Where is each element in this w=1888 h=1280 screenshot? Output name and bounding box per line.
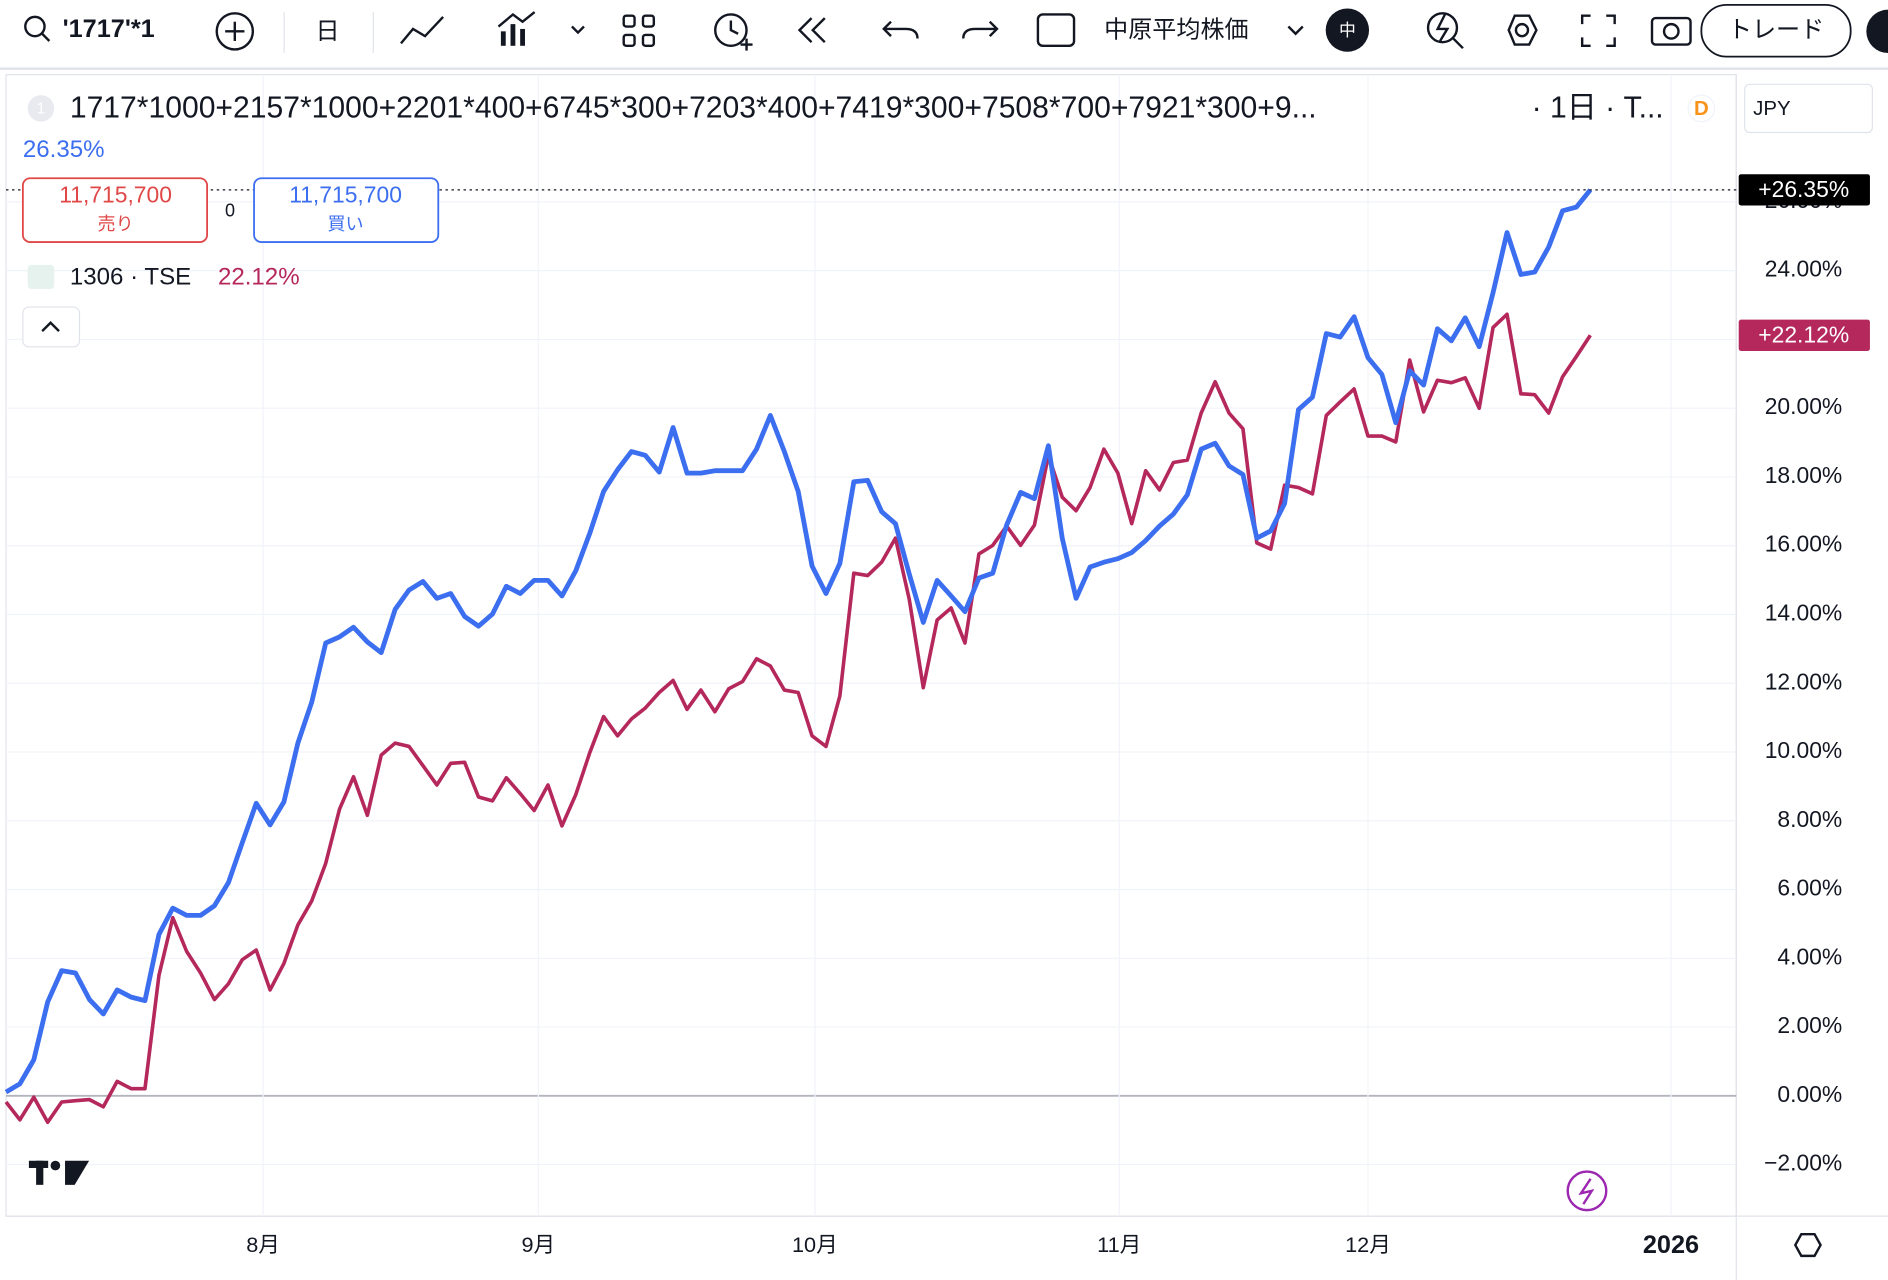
y-tick-label: 20.00% [1765, 393, 1843, 419]
avatar[interactable] [1866, 9, 1888, 54]
toolbar: '1717'*1 日 中原平均株価 中 トレード [0, 0, 1888, 70]
spread: 0 [225, 201, 235, 221]
y-tick-label: 24.00% [1765, 256, 1843, 282]
y-tick-label: 6.00% [1777, 875, 1842, 901]
axis-settings[interactable] [1793, 1233, 1822, 1258]
compare-checkbox[interactable] [1036, 13, 1076, 47]
series-line [4, 188, 1593, 1095]
source-icon-bg [1687, 94, 1716, 123]
main-series-name: 1717*1000+2157*1000+2201*400+6745*300+72… [70, 92, 1317, 125]
layouts-button[interactable] [622, 14, 656, 47]
snapshot-button[interactable] [1650, 16, 1692, 46]
series-line [4, 312, 1592, 1125]
axes: −2.00% 0.00% 2.00% 4.00% 6.00% 8.00% 10.00% 12.… [246, 174, 1870, 1259]
trade-label[interactable]: トレード [1728, 17, 1824, 44]
x-tick-label: 11月 [1097, 1232, 1141, 1257]
y-tick-label: 8.00% [1777, 806, 1842, 832]
x-tick-label: 12月 [1345, 1232, 1391, 1257]
price-badge [1738, 319, 1870, 351]
legend-index-bg [27, 95, 55, 122]
buy-label[interactable]: 買い [328, 214, 364, 234]
title-suffix: · 1日 · T... [1532, 92, 1664, 125]
tv-logo [28, 1160, 90, 1185]
y-tick-label: 2.00% [1777, 1012, 1842, 1038]
compare-series-name: 1306 · TSE [70, 264, 191, 291]
y-tick-label: 14.00% [1765, 600, 1843, 626]
main-series-value: 26.35% [23, 136, 105, 163]
alert-button[interactable] [714, 13, 753, 51]
currency[interactable]: JPY [1753, 97, 1791, 120]
fullscreen-button[interactable] [1580, 14, 1616, 47]
source-icon: D [1694, 97, 1709, 120]
y-tick-label: 12.00% [1765, 668, 1843, 694]
plot [4, 188, 1737, 1125]
y-tick-label: 4.00% [1777, 943, 1842, 969]
y-tick-label: 10.00% [1765, 737, 1843, 763]
lightning-button[interactable] [1566, 1170, 1608, 1212]
y-tick-label: −2.00% [1764, 1150, 1842, 1176]
symbol[interactable]: '1717'*1 [63, 15, 155, 43]
legend-index: 1 [37, 101, 46, 118]
indicators-button[interactable] [497, 11, 585, 46]
sell-label[interactable]: 売り [98, 214, 134, 234]
add-symbol[interactable] [215, 12, 255, 51]
buy-button[interactable] [253, 177, 440, 243]
chart-type-button[interactable] [400, 16, 444, 45]
x-tick-label: 8月 [246, 1232, 280, 1257]
quick-search[interactable] [1426, 12, 1464, 50]
interval-button[interactable]: 日 [315, 18, 339, 45]
y-tick-label: 18.00% [1765, 462, 1843, 488]
compare-label[interactable]: 中原平均株価 [1104, 17, 1248, 44]
pane [5, 74, 1737, 1217]
redo-button[interactable] [962, 20, 999, 39]
price-badge-label: +22.12% [1758, 322, 1849, 348]
sell-price[interactable]: 11,715,700 [59, 181, 172, 207]
settings-button[interactable] [1507, 14, 1538, 46]
compare-icon [27, 264, 55, 290]
search-button[interactable]: '1717'*1 [24, 15, 155, 43]
legend: 1 1717*1000+2157*1000+2201*400+6745*300+… [21, 92, 1716, 348]
y-tick-label: 16.00% [1765, 531, 1843, 557]
replay-button[interactable] [797, 17, 826, 44]
grid [6, 74, 1737, 1217]
x-tick-label: 10月 [792, 1232, 838, 1257]
compare-dropdown[interactable] [1287, 25, 1304, 36]
settings-dot [1514, 22, 1530, 38]
trade-button[interactable] [1700, 3, 1852, 58]
compare-series-value: 22.12% [218, 264, 300, 291]
undo-button[interactable] [882, 20, 919, 39]
badge[interactable]: 中 [1339, 21, 1356, 40]
x-tick-label: 2026 [1643, 1231, 1699, 1259]
badge-bg[interactable] [1325, 8, 1370, 52]
collapse-icon [41, 321, 60, 333]
sell-button[interactable] [21, 177, 209, 243]
y-tick-label: 0.00% [1777, 1081, 1842, 1107]
price-badge-label: +26.35% [1758, 176, 1849, 202]
x-tick-label: 9月 [521, 1232, 555, 1257]
collapse-legend[interactable] [22, 306, 81, 348]
buy-price[interactable]: 11,715,700 [289, 181, 402, 207]
currency-box[interactable] [1744, 83, 1873, 134]
toolbar-bg [0, 0, 1888, 68]
price-badge [1738, 174, 1870, 206]
